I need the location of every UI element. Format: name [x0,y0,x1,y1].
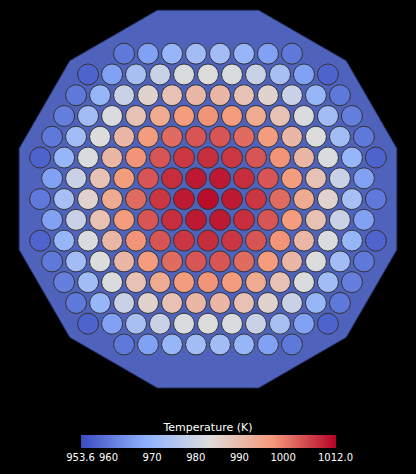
svg-text:1000: 1000 [270,452,295,463]
svg-text:990: 990 [230,452,249,463]
svg-text:953.6: 953.6 [66,452,95,463]
svg-text:Temperature (K): Temperature (K) [163,421,253,434]
svg-text:1012.0: 1012.0 [318,452,353,463]
svg-text:980: 980 [186,452,205,463]
svg-text:970: 970 [143,452,162,463]
svg-text:960: 960 [99,452,118,463]
